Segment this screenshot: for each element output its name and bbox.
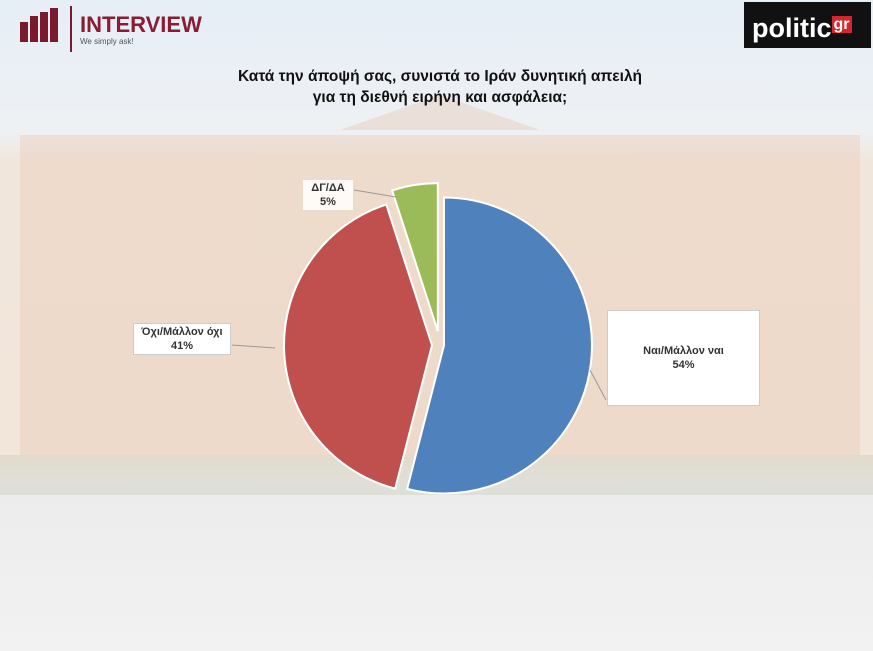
brand-name: INTERVIEW bbox=[80, 12, 202, 37]
label-category: ΔΓ/ΔΑ bbox=[311, 182, 345, 194]
leader-line bbox=[589, 369, 607, 401]
label-category: Ναι/Μάλλον ναι bbox=[643, 345, 724, 357]
brand-tagline: We simply ask! bbox=[80, 37, 134, 46]
pie-slice bbox=[405, 196, 593, 495]
data-label: Όχι/Μάλλον όχι 41% bbox=[133, 323, 231, 355]
logo-bars bbox=[20, 6, 72, 52]
pie-slice bbox=[283, 203, 434, 490]
leader-line bbox=[231, 344, 276, 349]
politic-logo: politic gr bbox=[744, 2, 871, 48]
label-value: 5% bbox=[320, 196, 336, 208]
label-value: 54% bbox=[672, 359, 695, 371]
label-value: 41% bbox=[170, 340, 194, 352]
politic-gr: gr bbox=[831, 16, 852, 33]
data-label: Ναι/Μάλλον ναι 54% bbox=[607, 310, 760, 406]
chart-title: Κατά την άποψή σας, συνιστά το Ιράν δυνη… bbox=[237, 68, 643, 106]
leader-line bbox=[353, 189, 397, 198]
label-category: Όχι/Μάλλον όχι bbox=[141, 326, 223, 338]
pie-slice bbox=[390, 182, 439, 332]
data-label: ΔΓ/ΔΑ 5% bbox=[303, 180, 353, 210]
politic-text: politic bbox=[752, 13, 832, 43]
